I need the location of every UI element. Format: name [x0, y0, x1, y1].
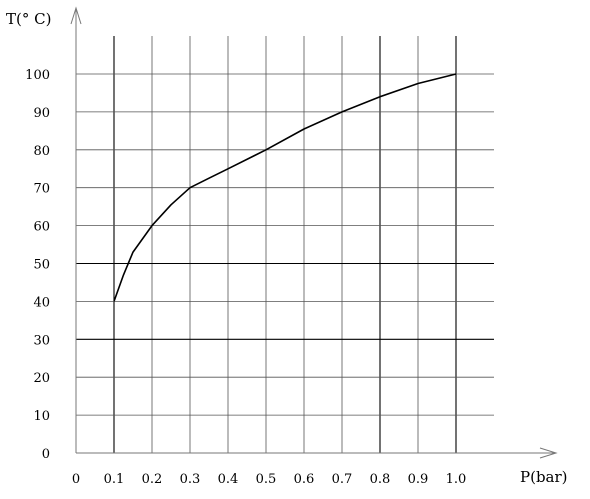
y-axis-label: T(° C) — [6, 10, 51, 28]
x-tick-label-5: 0.5 — [256, 472, 277, 487]
y-tick-label-1: 10 — [33, 409, 50, 424]
x-axis-arrow — [539, 447, 558, 459]
x-axis-label: P(bar) — [520, 468, 568, 486]
series — [113, 73, 457, 302]
y-tick-label-3: 30 — [33, 333, 50, 348]
x-tick-label-2: 0.2 — [142, 472, 163, 487]
x-tick-label-0: 0 — [72, 472, 80, 487]
y-tick-label-8: 80 — [33, 144, 50, 159]
y-tick-label-7: 70 — [33, 182, 50, 197]
y-tick-label-5: 50 — [33, 258, 50, 273]
x-tick-label-3: 0.3 — [180, 472, 201, 487]
x-tick-label-7: 0.7 — [332, 472, 353, 487]
axes — [70, 6, 558, 459]
grid-lines — [76, 36, 494, 453]
x-tick-label-4: 0.4 — [218, 472, 239, 487]
x-tick-label-8: 0.8 — [370, 472, 391, 487]
y-tick-label-0: 0 — [42, 447, 50, 462]
y-tick-label-4: 40 — [33, 295, 50, 310]
x-tick-label-9: 0.9 — [408, 472, 429, 487]
x-tick-label-10: 1.0 — [446, 472, 467, 487]
x-tick-label-1: 0.1 — [104, 472, 125, 487]
tick-labels: 0 10 20 30 40 50 60 70 80 90 100 0 0.1 0.2 0.3 0.4 0.5 0.… — [25, 68, 466, 487]
x-tick-label-6: 0.6 — [294, 472, 315, 487]
y-axis-arrow — [70, 6, 82, 25]
y-tick-label-2: 20 — [33, 371, 50, 386]
series-line-0 — [113, 73, 457, 302]
y-tick-label-10: 100 — [25, 68, 50, 83]
y-tick-label-6: 60 — [33, 220, 50, 235]
y-tick-label-9: 90 — [33, 106, 50, 121]
